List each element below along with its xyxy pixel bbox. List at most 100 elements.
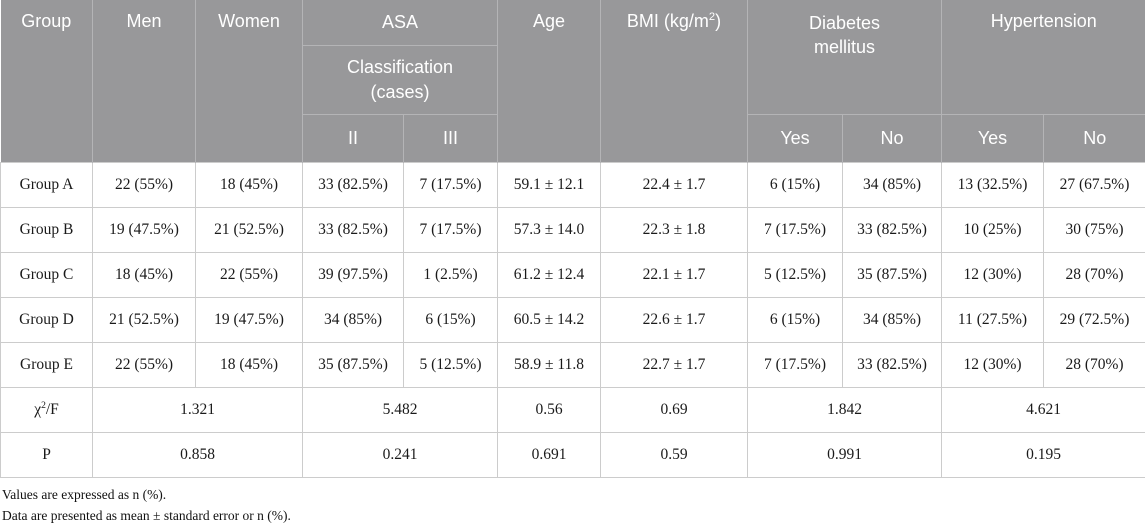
- cell-hypertension-yes: 12 (30%): [941, 251, 1044, 298]
- column-header-asa-iii: III: [403, 114, 498, 162]
- header-row-3: II III Yes No Yes No: [1, 114, 1145, 162]
- cell-bmi: 22.7 ± 1.7: [600, 341, 748, 388]
- cell-p-sex: 0.858: [92, 431, 303, 478]
- table-row-group-b: Group B 19 (47.5%) 21 (52.5%) 33 (82.5%)…: [0, 206, 1145, 253]
- column-header-diabetes: Diabetes mellitus: [747, 0, 942, 115]
- diabetes-label: Diabetes mellitus: [808, 13, 881, 58]
- cell-hypertension-no: 28 (70%): [1043, 251, 1145, 298]
- cell-women: 21 (52.5%): [195, 206, 303, 253]
- cell-chi-age: 0.56: [497, 386, 601, 433]
- column-header-asa-classification: Classification (cases): [302, 45, 498, 115]
- table-row-p-value: P 0.858 0.241 0.691 0.59 0.991 0.195: [0, 431, 1145, 478]
- cell-asa-ii: 33 (82.5%): [302, 161, 404, 208]
- cell-bmi: 22.3 ± 1.8: [600, 206, 748, 253]
- cell-stat-label: χ2/F: [0, 386, 93, 433]
- cell-men: 22 (55%): [92, 341, 196, 388]
- column-header-diabetes-yes: Yes: [747, 114, 843, 162]
- table-row-group-c: Group C 18 (45%) 22 (55%) 39 (97.5%) 1 (…: [0, 251, 1145, 298]
- cell-diabetes-no: 34 (85%): [842, 296, 942, 343]
- cell-p-age: 0.691: [497, 431, 601, 478]
- cell-p-hypertension: 0.195: [941, 431, 1145, 478]
- header-row-1: Group Men Women ASA Age BMI (kg/m2) Diab…: [0, 0, 1145, 162]
- demographics-table: Group Men Women ASA Age BMI (kg/m2) Diab…: [0, 0, 1145, 478]
- cell-men: 21 (52.5%): [92, 296, 196, 343]
- cell-hypertension-no: 27 (67.5%): [1043, 161, 1145, 208]
- cell-group: Group A: [0, 161, 93, 208]
- cell-asa-ii: 35 (87.5%): [302, 341, 404, 388]
- cell-diabetes-yes: 5 (12.5%): [747, 251, 843, 298]
- cell-age: 57.3 ± 14.0: [497, 206, 601, 253]
- chi-superscript: 2: [41, 399, 46, 411]
- cell-diabetes-no: 34 (85%): [842, 161, 942, 208]
- cell-chi-hypertension: 4.621: [941, 386, 1145, 433]
- table-footnotes: Values are expressed as n (%). Data are …: [0, 478, 1145, 527]
- cell-hypertension-yes: 11 (27.5%): [941, 296, 1044, 343]
- column-header-bmi: BMI (kg/m2): [600, 0, 748, 162]
- cell-diabetes-no: 33 (82.5%): [842, 206, 942, 253]
- cell-women: 19 (47.5%): [195, 296, 303, 343]
- column-header-asa: ASA: [302, 0, 498, 46]
- column-header-age: Age: [497, 0, 601, 162]
- cell-bmi: 22.6 ± 1.7: [600, 296, 748, 343]
- cell-hypertension-no: 28 (70%): [1043, 341, 1145, 388]
- cell-group: Group C: [0, 251, 93, 298]
- cell-asa-ii: 34 (85%): [302, 296, 404, 343]
- cell-women: 18 (45%): [195, 341, 303, 388]
- table-body: Group A 22 (55%) 18 (45%) 33 (82.5%) 7 (…: [0, 161, 1145, 478]
- chi-symbol: χ: [34, 400, 42, 418]
- table-row-group-d: Group D 21 (52.5%) 19 (47.5%) 34 (85%) 6…: [0, 296, 1145, 343]
- cell-men: 22 (55%): [92, 161, 196, 208]
- cell-chi-sex: 1.321: [92, 386, 303, 433]
- cell-hypertension-yes: 12 (30%): [941, 341, 1044, 388]
- table-header: Group Men Women ASA Age BMI (kg/m2) Diab…: [0, 0, 1145, 162]
- column-header-hypertension-no: No: [1043, 114, 1145, 162]
- cell-asa-iii: 5 (12.5%): [403, 341, 498, 388]
- footnote-line: Values are expressed as n (%).: [2, 486, 167, 502]
- footnote-line: Data are presented as mean ± standard er…: [2, 507, 291, 523]
- cell-group: Group E: [0, 341, 93, 388]
- chi-suffix: /F: [45, 400, 59, 418]
- cell-diabetes-no: 35 (87.5%): [842, 251, 942, 298]
- bmi-label-text: BMI (kg/m: [626, 11, 709, 31]
- column-header-hypertension: Hypertension: [941, 0, 1145, 115]
- cell-hypertension-yes: 13 (32.5%): [941, 161, 1044, 208]
- cell-stat-label: P: [0, 431, 93, 478]
- cell-group: Group B: [0, 206, 93, 253]
- bmi-label-close: ): [715, 11, 722, 31]
- cell-chi-bmi: 0.69: [600, 386, 748, 433]
- cell-age: 61.2 ± 12.4: [497, 251, 601, 298]
- cell-men: 19 (47.5%): [92, 206, 196, 253]
- cell-diabetes-yes: 6 (15%): [747, 161, 843, 208]
- cell-age: 58.9 ± 11.8: [497, 341, 601, 388]
- cell-diabetes-yes: 6 (15%): [747, 296, 843, 343]
- cell-hypertension-no: 29 (72.5%): [1043, 296, 1145, 343]
- asa-classification-label: Classification (cases): [346, 57, 454, 102]
- cell-age: 59.1 ± 12.1: [497, 161, 601, 208]
- header-row-2: Classification (cases): [1, 45, 1145, 115]
- bmi-superscript: 2: [708, 11, 716, 23]
- table-row-chi-square: χ2/F 1.321 5.482 0.56 0.69 1.842 4.621: [0, 386, 1145, 433]
- column-header-hypertension-yes: Yes: [941, 114, 1044, 162]
- column-header-asa-ii: II: [302, 114, 404, 162]
- cell-p-bmi: 0.59: [600, 431, 748, 478]
- cell-women: 18 (45%): [195, 161, 303, 208]
- table-row-group-a: Group A 22 (55%) 18 (45%) 33 (82.5%) 7 (…: [0, 161, 1145, 208]
- cell-diabetes-yes: 7 (17.5%): [747, 341, 843, 388]
- cell-diabetes-no: 33 (82.5%): [842, 341, 942, 388]
- cell-age: 60.5 ± 14.2: [497, 296, 601, 343]
- cell-chi-diabetes: 1.842: [747, 386, 942, 433]
- cell-asa-iii: 7 (17.5%): [403, 161, 498, 208]
- cell-bmi: 22.1 ± 1.7: [600, 251, 748, 298]
- cell-diabetes-yes: 7 (17.5%): [747, 206, 843, 253]
- cell-asa-iii: 6 (15%): [403, 296, 498, 343]
- column-header-women: Women: [195, 0, 303, 162]
- cell-group: Group D: [0, 296, 93, 343]
- cell-bmi: 22.4 ± 1.7: [600, 161, 748, 208]
- cell-women: 22 (55%): [195, 251, 303, 298]
- cell-p-asa: 0.241: [302, 431, 498, 478]
- cell-asa-iii: 1 (2.5%): [403, 251, 498, 298]
- cell-men: 18 (45%): [92, 251, 196, 298]
- column-header-men: Men: [92, 0, 196, 162]
- cell-asa-iii: 7 (17.5%): [403, 206, 498, 253]
